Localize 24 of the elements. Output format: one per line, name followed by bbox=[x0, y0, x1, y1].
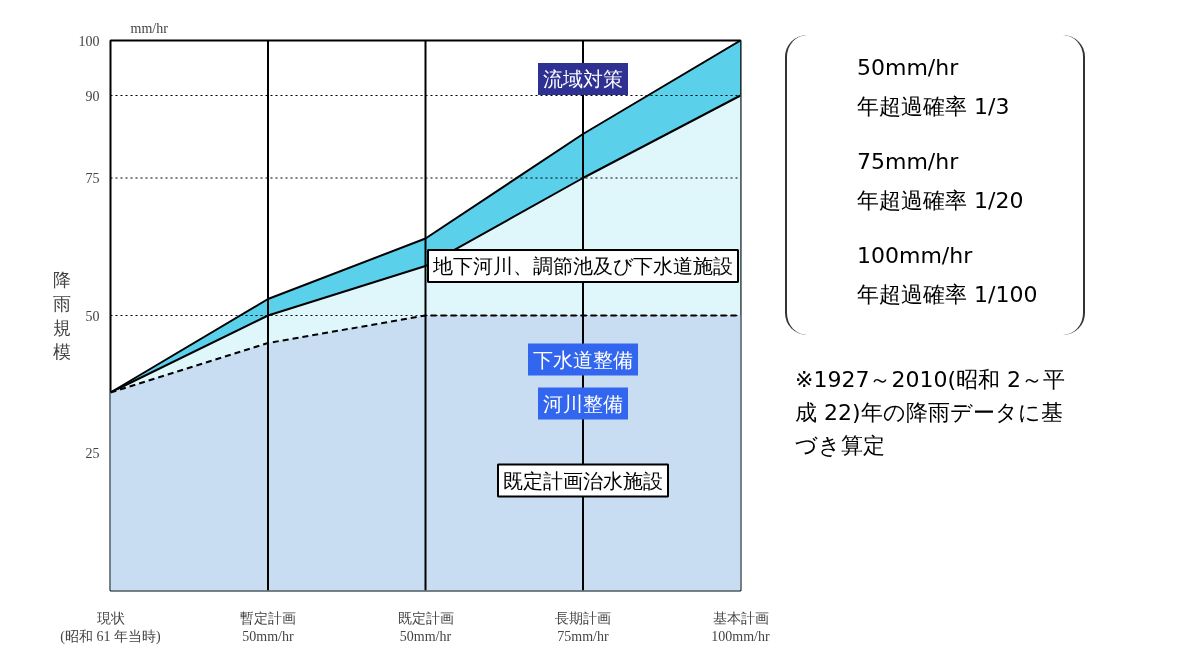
text: 100mm/hr bbox=[857, 242, 974, 270]
y-tick-label: 50 bbox=[85, 308, 100, 324]
annotation: 流域対策 bbox=[543, 68, 623, 90]
text: ※1927～2010(昭和 2～平成 22)年の降雨データに基づき算定 bbox=[794, 366, 1066, 460]
y-tick-label: 25 bbox=[85, 446, 100, 461]
x-tick-label: 暫定計画 50mm/hr bbox=[240, 610, 296, 644]
y-tick-label: 75 bbox=[85, 171, 100, 186]
y-tick-label: 90 bbox=[85, 88, 100, 104]
text: mm/hr bbox=[130, 20, 169, 36]
text: 75mm/hr bbox=[857, 148, 960, 176]
x-tick-label: 基本計画 100mm/hr bbox=[711, 610, 770, 644]
x-tick-label: 現状 (昭和 61 年当時) bbox=[60, 610, 161, 645]
y-tick-label: 100 bbox=[78, 33, 100, 49]
text: 年超過確率 1/20 bbox=[857, 187, 1025, 215]
y-axis-title: 降雨規模 bbox=[52, 269, 71, 362]
text: 年超過確率 1/3 bbox=[857, 93, 1011, 121]
annotation: 既定計画治水施設 bbox=[503, 469, 663, 492]
text: 年超過確率 1/100 bbox=[857, 281, 1039, 309]
annotation: 下水道整備 bbox=[533, 348, 633, 371]
annotation: 地下河川、調節池及び下水道施設 bbox=[432, 255, 733, 277]
x-tick-label: 既定計画 50mm/hr bbox=[397, 610, 454, 644]
x-tick-label: 長期計画 75mm/hr bbox=[555, 610, 611, 644]
text: 50mm/hr bbox=[857, 54, 960, 82]
annotation: 河川整備 bbox=[543, 392, 623, 415]
